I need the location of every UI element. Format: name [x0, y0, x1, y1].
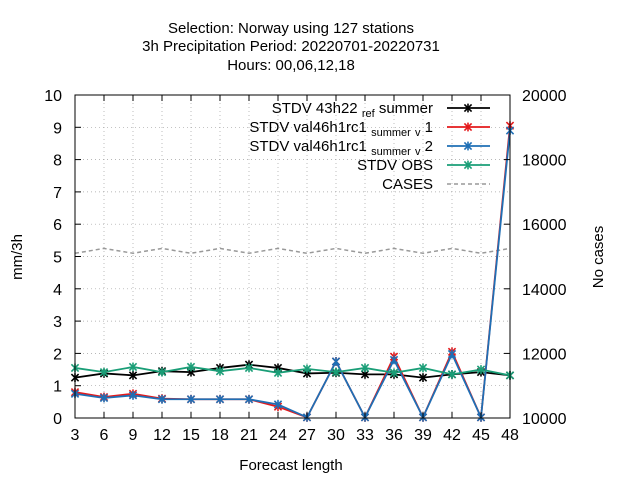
- x-tick-label: 24: [269, 427, 287, 444]
- x-tick-label: 39: [414, 427, 432, 444]
- axis-ticks: [74, 94, 511, 419]
- x-tick-label: 12: [153, 427, 171, 444]
- data-point: [447, 349, 457, 359]
- x-tick-label: 30: [327, 427, 345, 444]
- series-line: [74, 247, 511, 255]
- x-tick-label: 15: [182, 427, 200, 444]
- y2-tick-label: 10000: [522, 411, 567, 428]
- y-tick-label: 4: [53, 282, 62, 299]
- data-point: [215, 394, 225, 404]
- y2-tick-label: 14000: [522, 282, 567, 299]
- x-tick-label: 36: [385, 427, 403, 444]
- y-tick-label: 7: [53, 185, 62, 202]
- series-1: [70, 121, 515, 422]
- y2-axis-label: No cases: [590, 226, 607, 289]
- title-line-2: 3h Precipitation Period: 20220701-202207…: [142, 38, 440, 55]
- series-line: [74, 366, 511, 377]
- chart-title: Selection: Norway using 127 stations 3h …: [142, 20, 440, 74]
- x-tick-label: 6: [100, 427, 109, 444]
- y2-tick-label: 12000: [522, 346, 567, 363]
- y-tick-label: 3: [53, 314, 62, 331]
- data-point: [389, 368, 399, 378]
- data-point: [157, 367, 167, 377]
- legend-marker: [463, 103, 473, 113]
- cases-series-layer: [74, 247, 511, 255]
- legend-label: STDV OBS: [357, 157, 433, 174]
- data-point: [273, 368, 283, 378]
- y2-tick-label: 20000: [522, 88, 567, 105]
- y-tick-label: 10: [44, 88, 62, 105]
- y-tick-label: 0: [53, 411, 62, 428]
- title-line-3: Hours: 00,06,12,18: [227, 57, 355, 74]
- legend-marker: [463, 122, 473, 132]
- legend-marker: [463, 160, 473, 170]
- series-2: [70, 126, 515, 422]
- x-tick-label: 48: [501, 427, 519, 444]
- x-tick-label: 21: [240, 427, 258, 444]
- y-tick-label: 6: [53, 217, 62, 234]
- data-point: [99, 393, 109, 403]
- x-tick-label: 18: [211, 427, 229, 444]
- legend-label: CASES: [382, 176, 433, 193]
- data-point: [186, 394, 196, 404]
- legend-label: STDV val46h1rc1 summer v 2: [249, 138, 433, 158]
- x-axis-tick-labels: 3 6 9 12 15 18 21 24 27 30 33 36 39 42 45 48: [71, 427, 519, 444]
- x-axis-label: Forecast length: [239, 457, 342, 474]
- data-point: [302, 364, 312, 374]
- data-point: [128, 370, 138, 380]
- series-line: [74, 130, 511, 421]
- y-tick-label: 2: [53, 346, 62, 363]
- title-line-1: Selection: Norway using 127 stations: [168, 20, 414, 37]
- data-point: [476, 365, 486, 374]
- data-point: [389, 355, 399, 365]
- data-point: [99, 367, 109, 377]
- data-point: [360, 363, 370, 373]
- x-tick-label: 9: [129, 427, 138, 444]
- data-point: [128, 362, 138, 372]
- data-point: [128, 390, 138, 400]
- data-point: [273, 400, 283, 409]
- y-tick-label: 1: [53, 379, 62, 396]
- x-tick-label: 27: [298, 427, 316, 444]
- data-point: [447, 369, 457, 379]
- y-tick-label: 8: [53, 153, 62, 170]
- data-point: [418, 373, 428, 383]
- x-tick-label: 45: [472, 427, 490, 444]
- data-point: [186, 362, 196, 372]
- y2-tick-label: 16000: [522, 217, 567, 234]
- y-tick-label: 9: [53, 120, 62, 137]
- y-tick-label: 5: [53, 250, 62, 267]
- y-axis-tick-labels: 0 1 2 3 4 5 6 7 8 9 10: [44, 88, 62, 428]
- data-point: [331, 367, 341, 377]
- y-axis-label: mm/3h: [9, 234, 26, 280]
- x-tick-label: 33: [356, 427, 374, 444]
- x-tick-label: 3: [71, 427, 80, 444]
- grid-lines: [75, 95, 510, 418]
- data-point: [331, 357, 341, 366]
- y2-tick-label: 18000: [522, 153, 567, 170]
- data-point: [215, 366, 225, 376]
- series-4: [74, 247, 511, 255]
- legend-label: STDV 43h22 ref summer: [272, 100, 433, 120]
- data-point: [418, 363, 428, 373]
- data-point: [244, 394, 254, 404]
- data-series-layer: [70, 121, 515, 422]
- legend-marker: [463, 141, 473, 151]
- x-tick-label: 42: [443, 427, 461, 444]
- data-point: [244, 363, 254, 373]
- data-point: [157, 394, 167, 404]
- y2-axis-tick-labels: 10000 12000 14000 16000 18000 20000: [522, 88, 567, 428]
- legend-label: STDV val46h1rc1 summer v 1: [249, 119, 433, 139]
